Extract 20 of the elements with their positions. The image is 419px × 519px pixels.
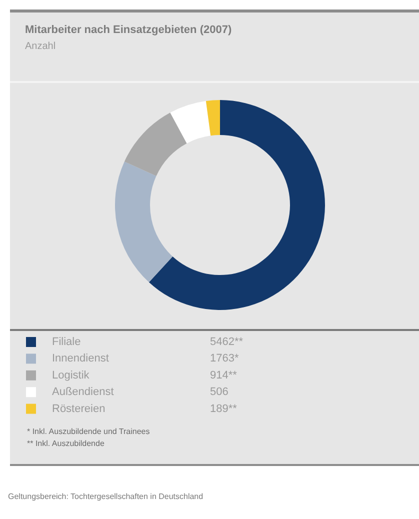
text: ** Inkl. Auszubildende <box>27 438 105 448</box>
data-label: 189** <box>210 402 238 415</box>
text: Geltungsbereich: Tochtergesellschaften in Deutschland <box>8 492 204 501</box>
donut-slice <box>206 100 220 136</box>
legend-label: Innendienst <box>52 352 109 365</box>
data-label: 914** <box>210 369 238 382</box>
legend-label: Filiale <box>52 336 81 348</box>
data-label: 5462** <box>210 336 244 348</box>
chart-title: Mitarbeiter nach Einsatzgebieten (2007) <box>25 24 232 36</box>
legend-label: Außendienst <box>52 386 114 398</box>
chart-subtitle: Anzahl <box>25 41 56 52</box>
text: * Inkl. Auszubildende und Trainees <box>27 426 150 436</box>
data-label: 506 <box>210 386 228 398</box>
donut-slice <box>170 100 211 144</box>
donut-slice <box>115 162 173 282</box>
donut-slice <box>148 100 325 310</box>
legend-label: Röstereien <box>52 402 106 415</box>
legend-label: Logistik <box>52 369 90 382</box>
data-label: 1763* <box>210 352 240 365</box>
donut-slice <box>124 112 187 176</box>
